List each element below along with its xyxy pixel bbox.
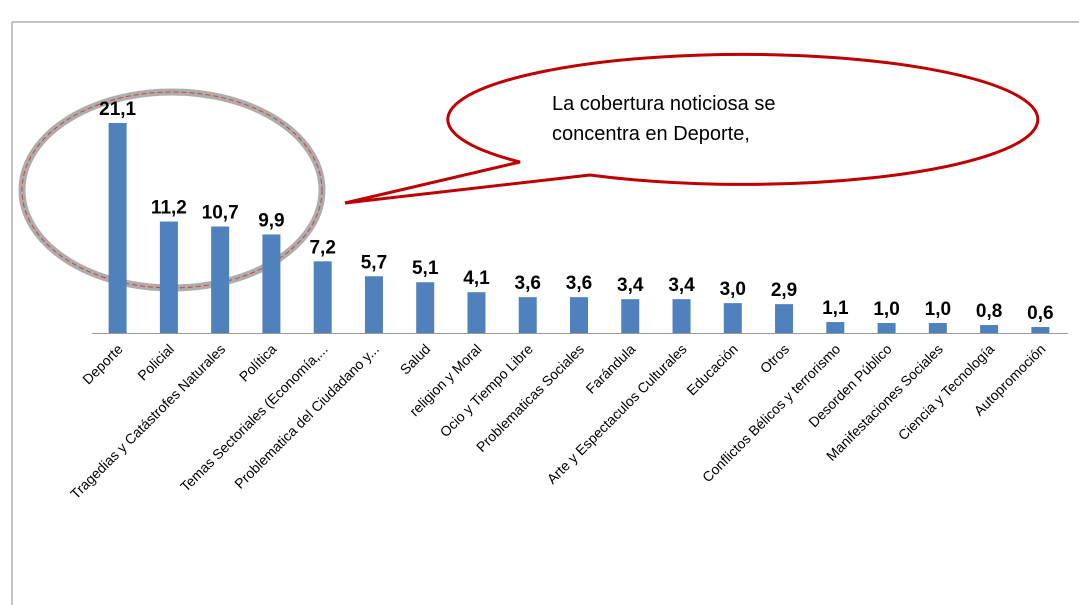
bar — [416, 282, 435, 333]
x-tick-label: Deporte — [79, 341, 126, 388]
bar — [826, 322, 845, 333]
bar — [108, 123, 127, 333]
value-label: 0,8 — [976, 301, 1002, 322]
annotation: concentra en Deporte, — [552, 123, 750, 145]
callout — [344, 52, 1040, 205]
value-label: 3,0 — [720, 279, 746, 300]
bar — [672, 299, 691, 333]
value-label: 3,6 — [566, 273, 592, 294]
value-label: 1,0 — [925, 299, 951, 320]
bar — [313, 261, 332, 333]
bar — [928, 323, 947, 333]
value-label: 1,0 — [873, 299, 899, 320]
value-label: 21,1 — [99, 99, 136, 120]
value-label: 2,9 — [771, 280, 797, 301]
value-label: 5,7 — [361, 252, 387, 273]
value-label: 7,2 — [309, 237, 335, 258]
x-tick-label: Ciencia y Tecnología — [895, 341, 998, 444]
value-label: 10,7 — [202, 203, 239, 224]
value-label: 3,6 — [515, 273, 541, 294]
x-tick-label: Otros — [757, 341, 793, 377]
bar — [775, 304, 794, 333]
annotation: La cobertura noticiosa se — [552, 93, 775, 115]
value-label: 3,4 — [617, 275, 644, 296]
bar — [1031, 327, 1050, 333]
value-label: 4,1 — [463, 268, 490, 289]
bar — [877, 323, 896, 333]
bar — [980, 325, 999, 333]
value-label: 11,2 — [151, 198, 187, 219]
value-label: 1,1 — [822, 298, 849, 319]
bar — [262, 234, 281, 333]
value-label: 9,9 — [258, 210, 284, 231]
bar — [621, 299, 640, 333]
value-label: 3,4 — [668, 275, 695, 296]
x-tick-label: Salud — [397, 341, 434, 378]
x-tick-label: Policial — [134, 341, 177, 384]
bar — [364, 276, 383, 333]
bar — [467, 292, 486, 333]
bar — [211, 226, 230, 333]
x-tick-label: Educación — [683, 341, 741, 399]
bar — [570, 297, 588, 333]
value-label: 5,1 — [412, 258, 439, 279]
bar — [518, 297, 537, 333]
x-tick-label: Política — [236, 341, 280, 385]
bar — [723, 303, 742, 333]
x-tick-label: Ocio y Tiempo Libre — [437, 341, 536, 440]
bar — [159, 221, 178, 333]
value-label: 0,6 — [1027, 303, 1053, 324]
